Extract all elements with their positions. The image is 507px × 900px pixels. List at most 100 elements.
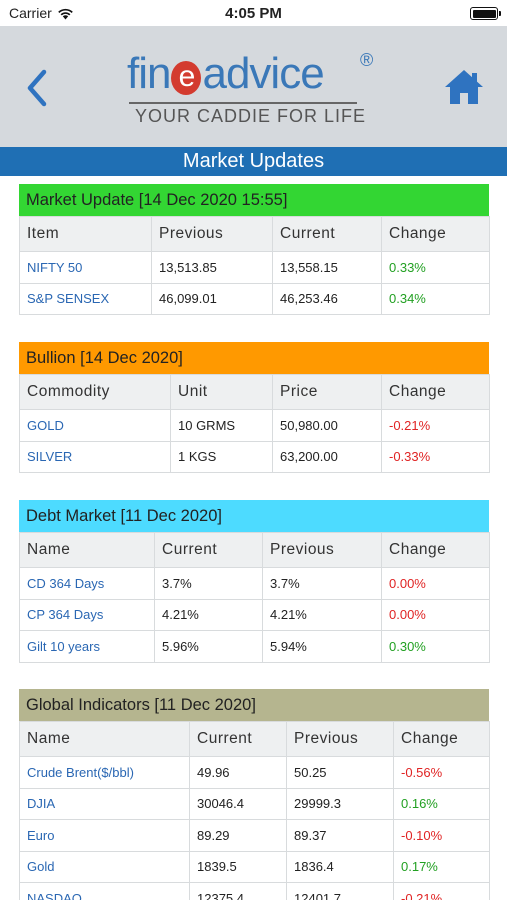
previous-value: 50.25 xyxy=(286,756,394,789)
wifi-icon xyxy=(57,8,73,19)
table-row: CP 364 Days 4.21% 4.21% 0.00% xyxy=(19,598,490,631)
debt-market-header: Debt Market [11 Dec 2020] xyxy=(19,500,489,532)
item-link-nifty-50[interactable]: NIFTY 50 xyxy=(19,251,152,284)
previous-value: 89.37 xyxy=(286,819,394,852)
debt-market-section: Debt Market [11 Dec 2020] Name Current P… xyxy=(19,500,490,663)
column-header: Item xyxy=(19,216,152,252)
change-value: 0.17% xyxy=(393,850,490,883)
previous-value: 29999.3 xyxy=(286,787,394,820)
global-indicators-table: Name Current Previous Change Crude Brent… xyxy=(19,721,490,900)
page-title: Market Updates xyxy=(0,147,507,176)
current-value: 4.21% xyxy=(154,598,263,631)
carrier-label: Carrier xyxy=(9,5,52,21)
previous-value: 1836.4 xyxy=(286,850,394,883)
table-row: Gilt 10 years 5.96% 5.94% 0.30% xyxy=(19,630,490,663)
battery-icon xyxy=(470,7,501,20)
logo-text-e: e xyxy=(171,61,202,95)
global-indicators-section: Global Indicators [11 Dec 2020] Name Cur… xyxy=(19,689,490,900)
table-row: NASDAQ 12375.4 12401.7 -0.21% xyxy=(19,882,490,900)
bullion-header: Bullion [14 Dec 2020] xyxy=(19,342,489,374)
previous-value: 46,099.01 xyxy=(151,282,273,315)
column-header: Commodity xyxy=(19,374,171,410)
change-value: -0.21% xyxy=(381,409,490,442)
item-link-gold[interactable]: GOLD xyxy=(19,409,171,442)
item-link-silver[interactable]: SILVER xyxy=(19,440,171,473)
app-header: fin e advice ® YOUR CADDIE FOR LIFE xyxy=(0,26,507,147)
change-value: 0.30% xyxy=(381,630,490,663)
logo-divider xyxy=(129,102,357,104)
change-value: 0.34% xyxy=(381,282,490,315)
item-link-djia[interactable]: DJIA xyxy=(19,787,190,820)
logo-text-fin: fin xyxy=(127,49,171,98)
change-value: -0.56% xyxy=(393,756,490,789)
market-update-table: Item Previous Current Change NIFTY 50 13… xyxy=(19,216,490,315)
column-header: Name xyxy=(19,532,155,568)
column-header: Previous xyxy=(286,721,394,757)
debt-market-table: Name Current Previous Change CD 364 Days… xyxy=(19,532,490,663)
unit-value: 1 KGS xyxy=(170,440,273,473)
price-value: 63,200.00 xyxy=(272,440,382,473)
previous-value: 13,513.85 xyxy=(151,251,273,284)
current-value: 13,558.15 xyxy=(272,251,382,284)
item-link-nasdaq[interactable]: NASDAQ xyxy=(19,882,190,900)
column-header: Unit xyxy=(170,374,273,410)
column-header: Change xyxy=(393,721,490,757)
item-link-euro[interactable]: Euro xyxy=(19,819,190,852)
status-bar: Carrier 4:05 PM xyxy=(0,0,507,26)
status-time: 4:05 PM xyxy=(225,5,282,22)
global-indicators-header: Global Indicators [11 Dec 2020] xyxy=(19,689,489,721)
previous-value: 3.7% xyxy=(262,567,382,600)
table-row: Euro 89.29 89.37 -0.10% xyxy=(19,819,490,852)
table-row: SILVER 1 KGS 63,200.00 -0.33% xyxy=(19,440,490,473)
price-value: 50,980.00 xyxy=(272,409,382,442)
current-value: 46,253.46 xyxy=(272,282,382,315)
table-header-row: Name Current Previous Change xyxy=(19,721,490,757)
home-button[interactable] xyxy=(443,68,485,106)
column-header: Current xyxy=(154,532,263,568)
table-row: NIFTY 50 13,513.85 13,558.15 0.33% xyxy=(19,251,490,284)
previous-value: 4.21% xyxy=(262,598,382,631)
current-value: 3.7% xyxy=(154,567,263,600)
previous-value: 5.94% xyxy=(262,630,382,663)
logo-tagline: YOUR CADDIE FOR LIFE xyxy=(135,106,367,126)
column-header: Change xyxy=(381,374,490,410)
unit-value: 10 GRMS xyxy=(170,409,273,442)
item-link-cd-364-days[interactable]: CD 364 Days xyxy=(19,567,155,600)
table-row: CD 364 Days 3.7% 3.7% 0.00% xyxy=(19,567,490,600)
current-value: 49.96 xyxy=(189,756,287,789)
item-link-sp-sensex[interactable]: S&P SENSEX xyxy=(19,282,152,315)
item-link-gilt-10-years[interactable]: Gilt 10 years xyxy=(19,630,155,663)
column-header: Change xyxy=(381,216,490,252)
current-value: 30046.4 xyxy=(189,787,287,820)
table-row: S&P SENSEX 46,099.01 46,253.46 0.34% xyxy=(19,282,490,315)
change-value: -0.10% xyxy=(393,819,490,852)
previous-value: 12401.7 xyxy=(286,882,394,900)
carrier-info: Carrier xyxy=(9,5,74,21)
table-header-row: Item Previous Current Change xyxy=(19,216,490,252)
table-header-row: Name Current Previous Change xyxy=(19,532,490,568)
fineadvice-logo: fin e advice ® YOUR CADDIE FOR LIFE xyxy=(127,48,387,128)
logo-registered-mark: ® xyxy=(360,50,374,70)
column-header: Current xyxy=(272,216,382,252)
table-row: DJIA 30046.4 29999.3 0.16% xyxy=(19,787,490,820)
home-icon xyxy=(445,70,483,104)
bullion-section: Bullion [14 Dec 2020] Commodity Unit Pri… xyxy=(19,342,490,473)
back-button[interactable] xyxy=(20,66,56,110)
column-header: Previous xyxy=(151,216,273,252)
chevron-left-icon xyxy=(27,69,47,107)
table-header-row: Commodity Unit Price Change xyxy=(19,374,490,410)
change-value: 0.33% xyxy=(381,251,490,284)
change-value: 0.00% xyxy=(381,598,490,631)
item-link-crude-brent[interactable]: Crude Brent($/bbl) xyxy=(19,756,190,789)
market-update-section: Market Update [14 Dec 2020 15:55] Item P… xyxy=(19,184,490,315)
current-value: 5.96% xyxy=(154,630,263,663)
column-header: Name xyxy=(19,721,190,757)
item-link-cp-364-days[interactable]: CP 364 Days xyxy=(19,598,155,631)
item-link-gold-global[interactable]: Gold xyxy=(19,850,190,883)
column-header: Change xyxy=(381,532,490,568)
column-header: Previous xyxy=(262,532,382,568)
table-row: Gold 1839.5 1836.4 0.17% xyxy=(19,850,490,883)
table-row: GOLD 10 GRMS 50,980.00 -0.21% xyxy=(19,409,490,442)
change-value: -0.21% xyxy=(393,882,490,900)
current-value: 1839.5 xyxy=(189,850,287,883)
